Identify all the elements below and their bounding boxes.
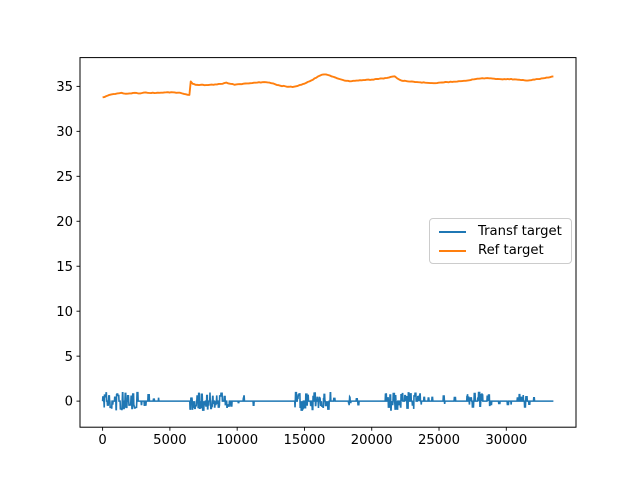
x-axis-tick-label: 20000 bbox=[351, 433, 393, 448]
x-axis-tick-label: 10000 bbox=[216, 433, 258, 448]
axes-spines bbox=[79, 57, 577, 428]
y-axis-tick-label: 0 bbox=[65, 395, 73, 410]
x-axis-tick-label: 0 bbox=[98, 433, 106, 448]
y-axis-tick-label: 15 bbox=[56, 260, 73, 275]
y-axis-tick-label: 5 bbox=[65, 350, 73, 365]
legend-line-sample-transf-icon bbox=[439, 230, 466, 233]
y-axis-tick-label: 30 bbox=[56, 125, 73, 140]
legend: Transf target Ref target bbox=[429, 218, 572, 264]
legend-label-transf-target: Transf target bbox=[478, 223, 562, 239]
legend-item-transf-target: Transf target bbox=[439, 222, 567, 241]
x-axis-tick-label: 25000 bbox=[418, 433, 460, 448]
x-axis-tick-label: 5000 bbox=[153, 433, 187, 448]
legend-label-ref-target: Ref target bbox=[478, 242, 544, 258]
x-axis-tick-label: 15000 bbox=[283, 433, 325, 448]
series-ref-target-line bbox=[102, 73, 554, 99]
y-axis-tick-label: 20 bbox=[56, 215, 73, 230]
y-axis-tick-label: 25 bbox=[56, 170, 73, 185]
y-axis-tick-label: 35 bbox=[56, 80, 73, 95]
legend-item-ref-target: Ref target bbox=[439, 241, 567, 260]
y-axis-tick-label: 10 bbox=[56, 305, 73, 320]
series-transf-target-line bbox=[101, 391, 554, 411]
x-axis-tick-label: 30000 bbox=[485, 433, 527, 448]
legend-line-sample-ref-icon bbox=[439, 249, 466, 252]
